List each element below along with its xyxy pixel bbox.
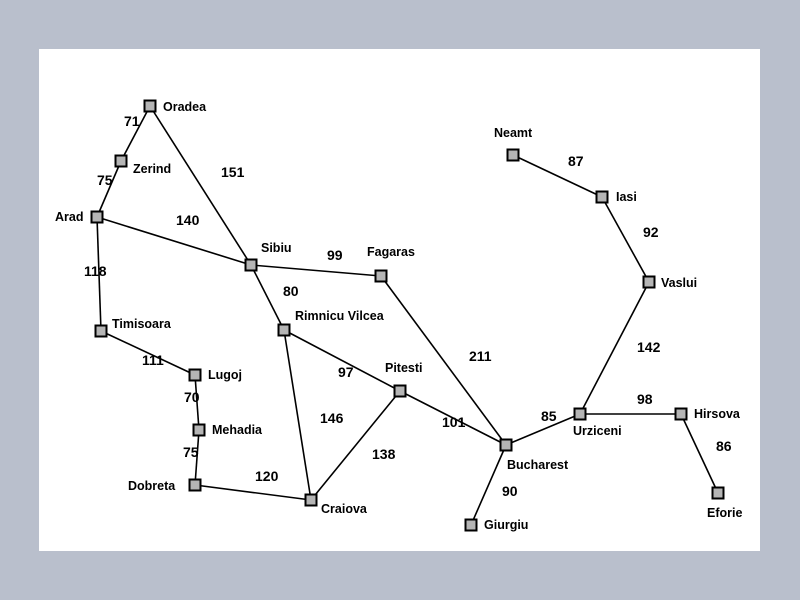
road-fagaras-bucharest [380,275,507,446]
road-lugoj-mehadia [194,374,200,431]
distance-label-rimnicu-vilcea-craiova: 146 [320,410,344,426]
city-label-mehadia: Mehadia [212,423,263,437]
city-label-vaslui: Vaslui [661,276,697,290]
city-node-timisoara [94,324,108,338]
distance-label-bucharest-giurgiu: 90 [502,483,518,499]
city-node-eforie [711,486,725,500]
city-label-bucharest: Bucharest [507,458,569,472]
distance-label-oradea-sibiu: 151 [221,164,245,180]
distance-label-mehadia-dobreta: 75 [183,444,199,460]
road-dobreta-craiova [194,484,312,501]
road-oradea-zerind [120,105,151,162]
road-oradea-sibiu [149,105,252,266]
distance-label-pitesti-bucharest: 101 [442,414,466,430]
city-node-rimnicu-vilcea [277,323,291,337]
road-iasi-neamt [512,154,603,198]
city-node-hirsova [674,407,688,421]
roads-layer [96,105,719,526]
city-label-pitesti: Pitesti [385,361,423,375]
road-sibiu-rimnicu-vilcea [250,264,285,331]
city-label-sibiu: Sibiu [261,241,292,255]
city-node-iasi [595,190,609,204]
distance-label-zerind-arad: 75 [97,172,113,188]
city-label-craiova: Craiova [321,502,368,516]
road-craiova-pitesti [310,390,401,501]
distance-label-timisoara-lugoj: 111 [142,352,164,368]
distance-label-craiova-pitesti: 138 [372,446,396,462]
distance-label-lugoj-mehadia: 70 [184,389,200,405]
city-label-neamt: Neamt [494,126,533,140]
city-label-timisoara: Timisoara [112,317,172,331]
city-label-oradea: Oradea [163,100,207,114]
city-label-urziceni: Urziceni [573,424,622,438]
road-hirsova-eforie [680,413,719,494]
city-node-urziceni [573,407,587,421]
city-node-bucharest [499,438,513,452]
city-label-rimnicu-vilcea: Rimnicu Vilcea [295,309,385,323]
distance-label-dobreta-craiova: 120 [255,468,279,484]
road-vaslui-iasi [601,196,650,283]
city-label-hirsova: Hirsova [694,407,741,421]
city-node-oradea [143,99,157,113]
city-nodes-layer [90,99,725,532]
road-urziceni-vaslui [579,281,650,415]
road-bucharest-giurgiu [470,444,507,526]
city-node-mehadia [192,423,206,437]
distance-label-oradea-zerind: 71 [124,113,140,129]
city-node-giurgiu [464,518,478,532]
distance-labels-layer: 71 75 151 140 118 99 80 111 70 75 120 146 97 138 101 21… [84,113,732,499]
city-label-fagaras: Fagaras [367,245,415,259]
city-label-lugoj: Lugoj [208,368,242,382]
road-mehadia-dobreta [194,429,200,486]
distance-label-vaslui-iasi: 92 [643,224,659,240]
road-sibiu-fagaras [250,264,382,277]
city-node-lugoj [188,368,202,382]
city-label-zerind: Zerind [133,162,171,176]
city-node-fagaras [374,269,388,283]
city-node-vaslui [642,275,656,289]
distance-label-sibiu-fagaras: 99 [327,247,343,263]
city-node-craiova [304,493,318,507]
road-arad-timisoara [96,216,102,332]
distance-label-sibiu-rimnicu-vilcea: 80 [283,283,299,299]
distance-label-rimnicu-vilcea-pitesti: 97 [338,364,354,380]
city-node-dobreta [188,478,202,492]
distance-label-arad-sibiu: 140 [176,212,200,228]
map-card: 71 75 151 140 118 99 80 111 70 75 120 146 97 138 101 21… [39,49,760,551]
road-rimnicu-vilcea-craiova [283,329,312,501]
city-labels-layer: Oradea Zerind Arad Sibiu Fagaras Timisoara Rim… [55,100,742,532]
city-label-dobreta: Dobreta [128,479,176,493]
city-node-neamt [506,148,520,162]
romania-road-map: 71 75 151 140 118 99 80 111 70 75 120 146 97 138 101 21… [55,99,742,532]
distance-label-urziceni-vaslui: 142 [637,339,661,355]
city-node-sibiu [244,258,258,272]
distance-label-fagaras-bucharest: 211 [469,348,492,364]
road-bucharest-urziceni [505,413,581,446]
city-label-eforie: Eforie [707,506,742,520]
city-label-giurgiu: Giurgiu [484,518,528,532]
distance-label-urziceni-hirsova: 98 [637,391,653,407]
distance-label-bucharest-urziceni: 85 [541,408,557,424]
road-zerind-arad [96,160,122,218]
city-label-arad: Arad [55,210,83,224]
distance-label-arad-timisoara: 118 [84,263,107,279]
city-node-arad [90,210,104,224]
city-node-zerind [114,154,128,168]
city-label-iasi: Iasi [616,190,637,204]
road-rimnicu-vilcea-pitesti [283,329,401,392]
road-arad-sibiu [96,216,252,266]
distance-label-iasi-neamt: 87 [568,153,584,169]
distance-label-hirsova-eforie: 86 [716,438,732,454]
road-pitesti-bucharest [399,390,507,446]
road-timisoara-lugoj [100,330,196,376]
city-node-pitesti [393,384,407,398]
